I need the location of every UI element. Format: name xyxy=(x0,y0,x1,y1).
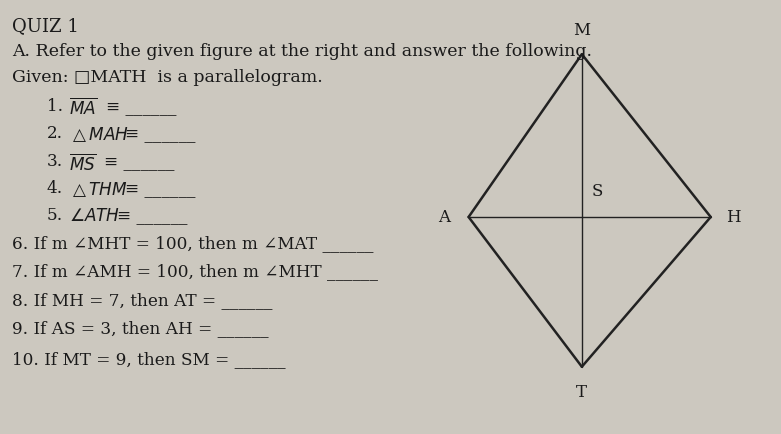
Text: Given: □MATH  is a parallelogram.: Given: □MATH is a parallelogram. xyxy=(12,69,323,86)
Text: ≡ ______: ≡ ______ xyxy=(104,153,174,170)
Text: 3.: 3. xyxy=(47,153,63,170)
Text: S: S xyxy=(592,183,604,200)
Text: A: A xyxy=(438,208,450,226)
Text: 5.: 5. xyxy=(47,207,63,224)
Text: 9. If AS = 3, then AH = ______: 9. If AS = 3, then AH = ______ xyxy=(12,320,269,337)
Text: ≡ ______: ≡ ______ xyxy=(125,180,195,197)
Text: ≡ ______: ≡ ______ xyxy=(117,207,187,224)
Text: T: T xyxy=(576,384,587,401)
Text: 2.: 2. xyxy=(47,125,63,142)
Text: $\angle ATH$: $\angle ATH$ xyxy=(69,207,120,225)
Text: 10. If MT = 9, then SM = ______: 10. If MT = 9, then SM = ______ xyxy=(12,352,285,368)
Text: M: M xyxy=(573,22,590,39)
Text: 4.: 4. xyxy=(47,180,63,197)
Text: 1.: 1. xyxy=(47,98,63,115)
Text: ≡ ______: ≡ ______ xyxy=(125,125,195,142)
Text: 6. If m ∠MHT = 100, then m ∠MAT ______: 6. If m ∠MHT = 100, then m ∠MAT ______ xyxy=(12,235,373,252)
Text: $\triangle THM$: $\triangle THM$ xyxy=(69,180,127,199)
Text: QUIZ 1: QUIZ 1 xyxy=(12,17,79,35)
Text: H: H xyxy=(726,208,741,226)
Text: ≡ ______: ≡ ______ xyxy=(106,98,177,115)
Text: $\overline{MA}$: $\overline{MA}$ xyxy=(69,98,97,118)
Text: 7. If m ∠AMH = 100, then m ∠MHT ______: 7. If m ∠AMH = 100, then m ∠MHT ______ xyxy=(12,263,378,280)
Text: A. Refer to the given figure at the right and answer the following.: A. Refer to the given figure at the righ… xyxy=(12,43,592,60)
Text: $\overline{MS}$: $\overline{MS}$ xyxy=(69,153,96,174)
Text: 8. If MH = 7, then AT = ______: 8. If MH = 7, then AT = ______ xyxy=(12,292,273,309)
Text: $\triangle MAH$: $\triangle MAH$ xyxy=(69,125,129,144)
